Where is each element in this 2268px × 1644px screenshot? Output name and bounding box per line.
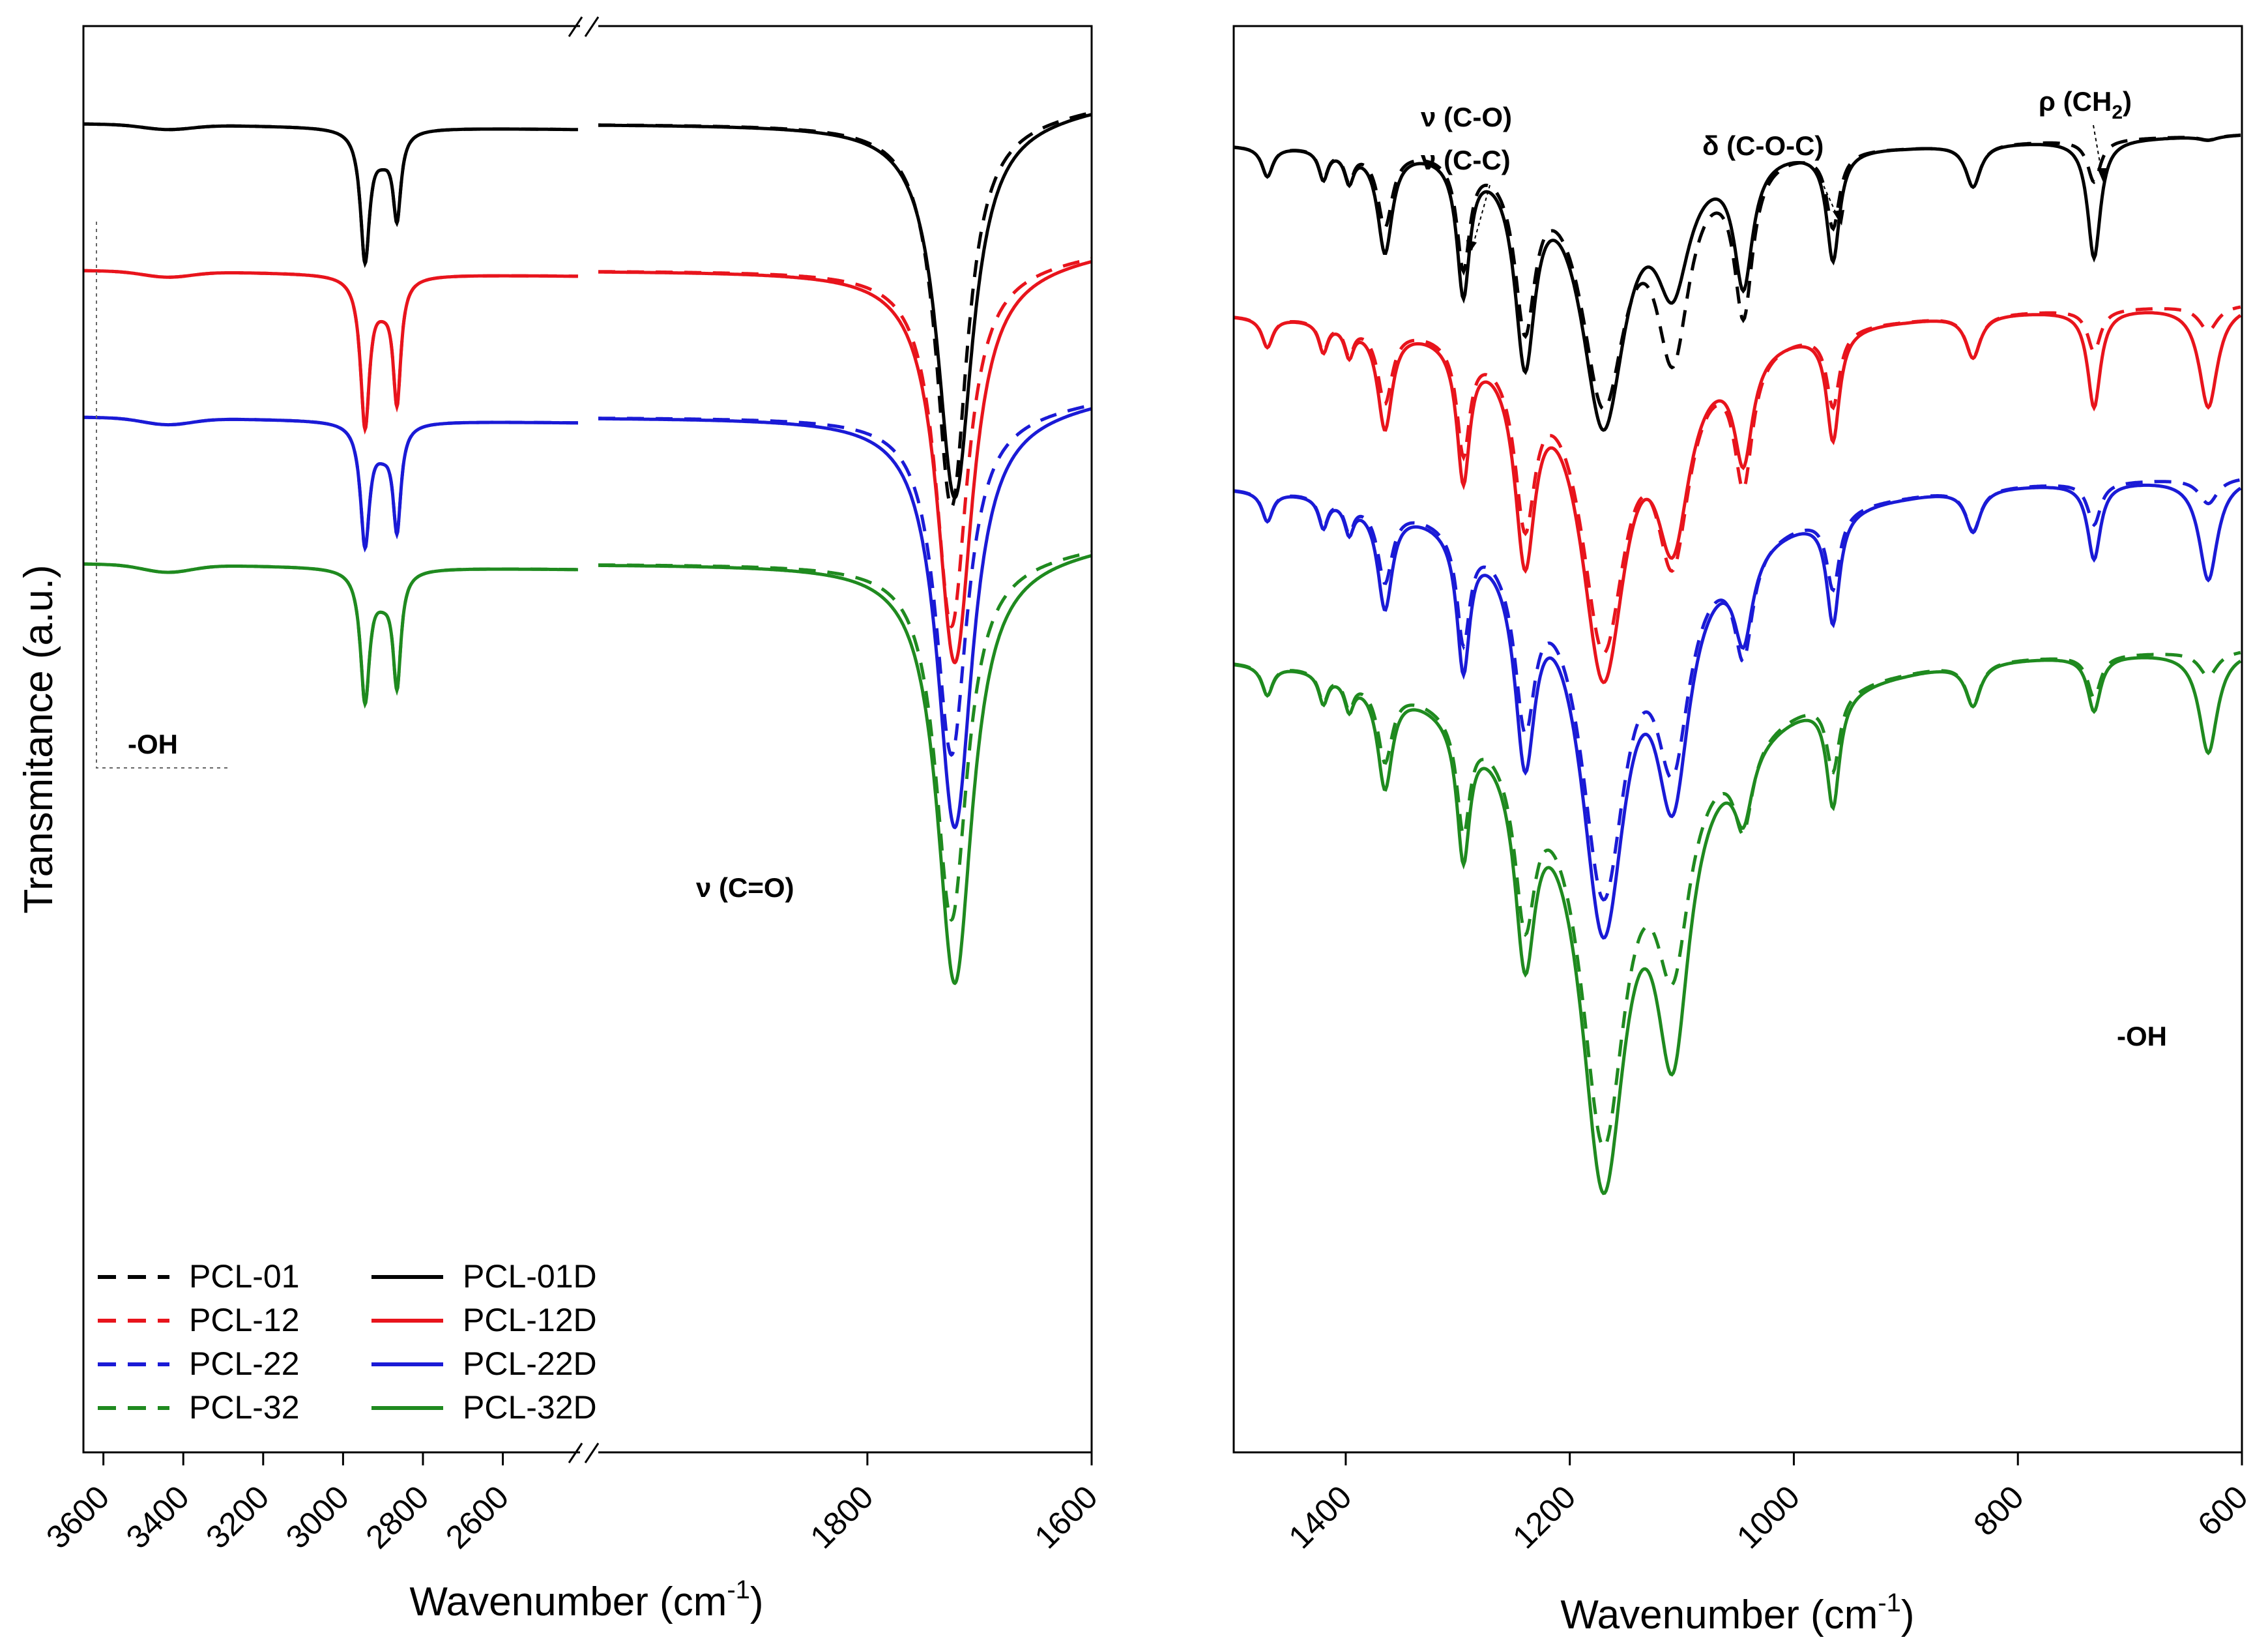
left-x-axis-title: Wavenumber (cm-1): [409, 1576, 763, 1624]
arrow-nu-head: [1466, 240, 1477, 256]
arrow-delta-head: [1833, 210, 1844, 226]
arrow-nu: [1471, 184, 1490, 251]
annotation-nu-cc: ν (C-C): [1421, 145, 1511, 175]
legend-label-pcl-01d: PCL-01D: [463, 1258, 597, 1295]
arrow-rho-head: [2097, 168, 2109, 184]
left-series-pcl-12d-seg2: [598, 259, 1092, 665]
rho-sub: 2: [2112, 102, 2123, 123]
arrow-rho: [2093, 125, 2103, 178]
left-series-pcl-12d-seg1: [83, 269, 579, 435]
rho-text: ρ (CH: [2039, 86, 2112, 117]
legend-label-pcl-12d: PCL-12D: [463, 1302, 597, 1338]
right-series-pcl-01: [1233, 133, 2241, 411]
right-series-pcl-22d: [1233, 483, 2242, 940]
right-panel: 1400 1200 1000 800 600 Wavenumber (cm-1) ν (…: [1232, 25, 2255, 1637]
left-annotation-oh: -OH: [128, 729, 178, 759]
right-xlabel-end: ): [1901, 1593, 1915, 1637]
legend-label-pcl-12: PCL-12: [189, 1302, 300, 1338]
left-series-pcl-32d-seg2: [598, 553, 1092, 986]
right-plot-frame: [1232, 25, 2243, 1454]
right-xlabel-sup: -1: [1878, 1589, 1901, 1617]
right-series-pcl-12d: [1233, 311, 2242, 684]
legend: PCL-01 PCL-12 PCL-22 PCL-32 PCL-01D PCL-12D PC…: [98, 1258, 597, 1426]
axis-break-mark-top-2: [584, 16, 600, 37]
right-series-pcl-12: [1233, 305, 2241, 655]
annotation-rho-ch2: ρ (CH2): [2039, 86, 2132, 123]
left-series-pcl-01-seg2: [598, 111, 1092, 510]
axis-break-mark-2: [584, 1443, 600, 1463]
left-series-pcl-22d-seg2: [598, 407, 1092, 830]
annotation-delta-coc: δ (C-O-C): [1702, 130, 1824, 161]
left-series-pcl-01d-seg1: [83, 122, 578, 269]
left-panel: 3600 3400 3200 3000 2800 2600 1800 1600 Transmi…: [16, 16, 1105, 1624]
right-xlabel-text: Wavenumber (cm: [1560, 1593, 1878, 1637]
axis-break-gap-top: [580, 16, 598, 37]
left-xlabel-text: Wavenumber (cm: [409, 1579, 727, 1624]
left-annotation-co: ν (C=O): [696, 872, 794, 903]
right-series-pcl-22: [1233, 478, 2241, 902]
axis-break-mark-top-1: [568, 16, 583, 37]
left-xlabel-end: ): [750, 1579, 764, 1624]
y-axis-title: Transmitance (a.u.): [16, 565, 61, 913]
left-series-pcl-22d-seg1: [83, 415, 578, 553]
right-series-pcl-01d: [1233, 134, 2241, 432]
legend-label-pcl-22: PCL-22: [189, 1345, 300, 1382]
legend-label-pcl-01: PCL-01: [189, 1258, 300, 1295]
axis-break-gap: [580, 1442, 598, 1463]
legend-label-pcl-32: PCL-32: [189, 1389, 300, 1426]
legend-label-pcl-22d: PCL-22D: [463, 1345, 597, 1382]
left-series-pcl-01d-seg2: [598, 113, 1092, 500]
right-series-pcl-32d: [1233, 656, 2242, 1196]
left-series-pcl-32d-seg1: [83, 562, 578, 709]
annotation-nu-co: ν (C-O): [1421, 102, 1512, 132]
rho-end: ): [2123, 86, 2132, 117]
right-annotation-oh: -OH: [2117, 1021, 2167, 1051]
left-xlabel-sup: -1: [727, 1576, 750, 1604]
legend-label-pcl-32d: PCL-32D: [463, 1389, 597, 1426]
oh-region-box: [96, 222, 231, 769]
axis-break-mark-1: [568, 1443, 583, 1463]
right-x-axis-title: Wavenumber (cm-1): [1560, 1589, 1914, 1637]
